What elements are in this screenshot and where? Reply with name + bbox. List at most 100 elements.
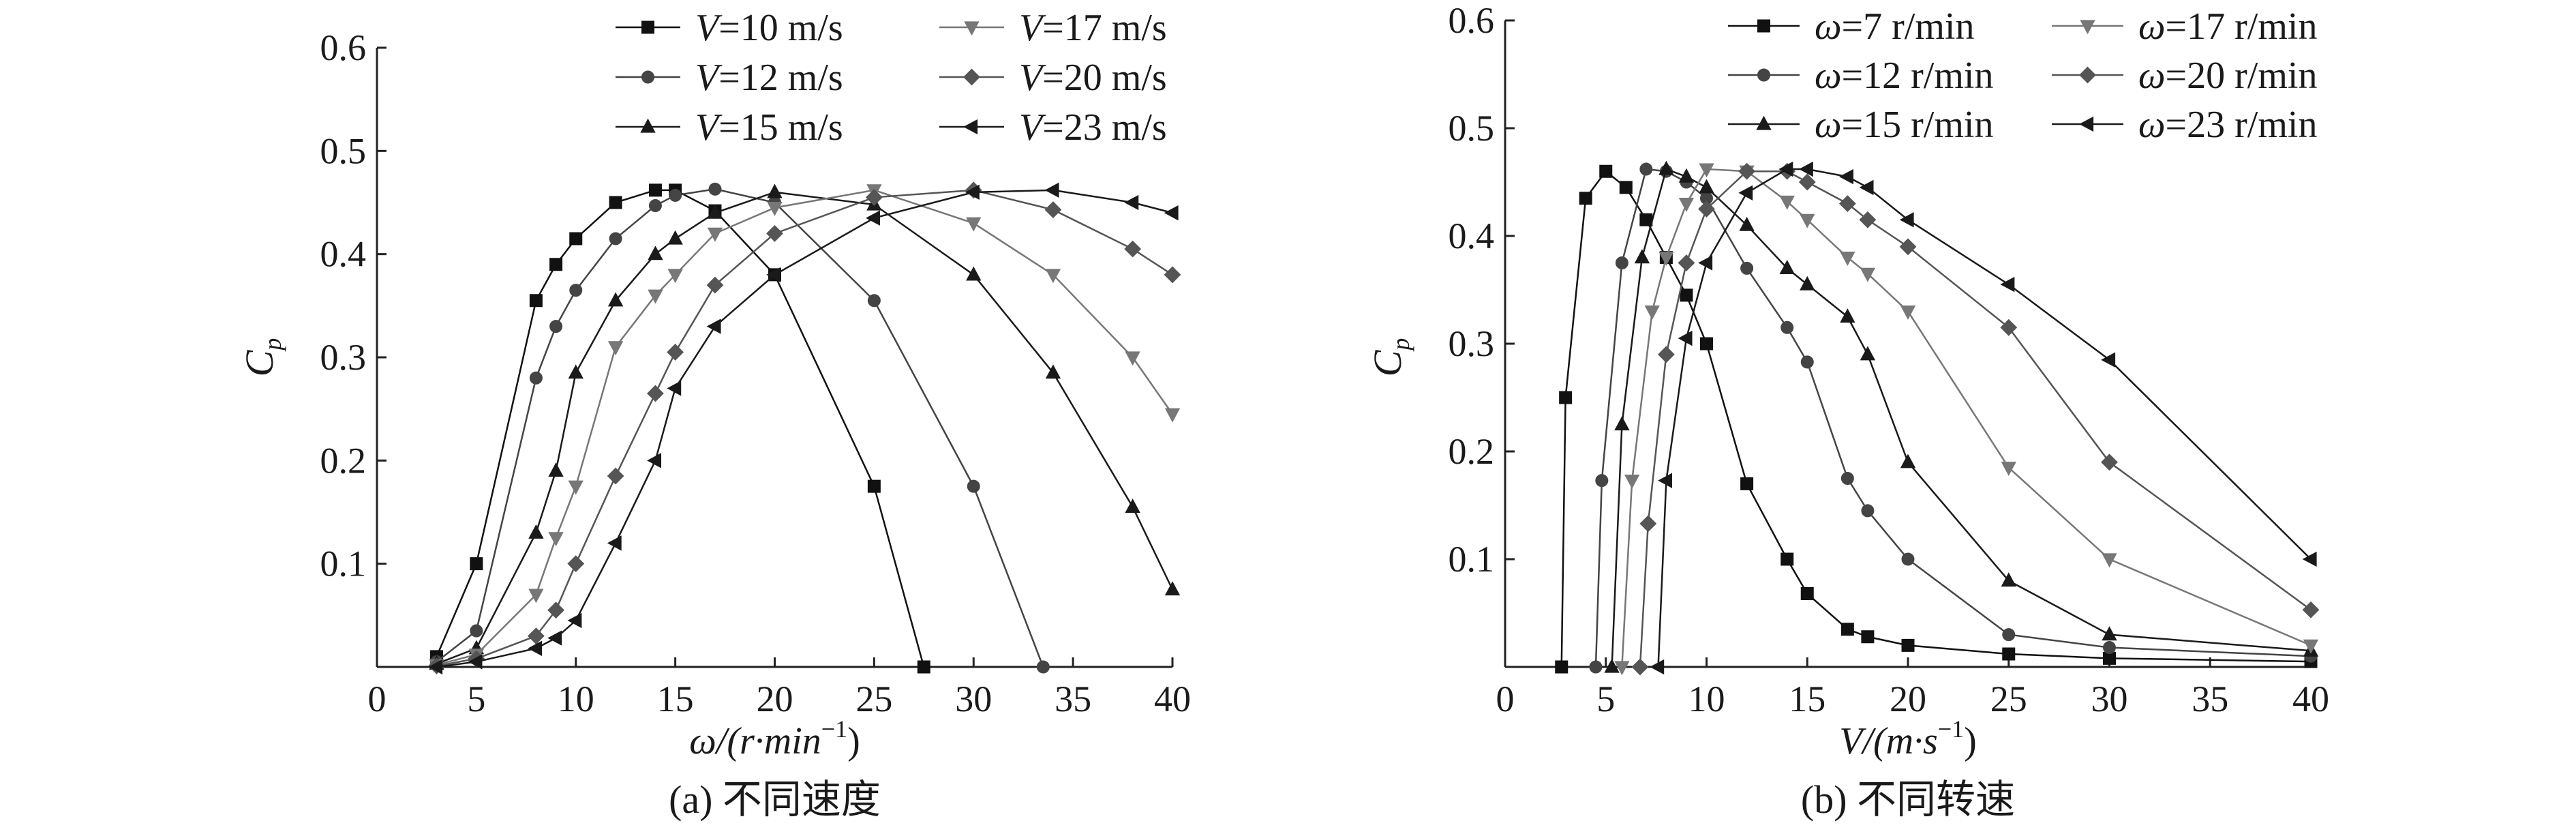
data-point [1901,638,1915,652]
series-line [436,191,1174,665]
data-point [2001,462,2016,477]
y-tick-label: 0.2 [1449,431,1495,472]
x-tick-label: 0 [1496,679,1515,719]
data-point [609,232,622,245]
legend-rest: =15 r/min [1842,104,1994,146]
data-point [1738,185,1753,200]
data-point [1045,269,1061,284]
legend-marker [1757,68,1770,82]
x-tick-label: 15 [1789,679,1825,719]
data-point [1644,306,1660,320]
data-point [648,289,663,304]
data-point [1657,346,1675,363]
data-point [1559,391,1573,404]
legend-rest: =12 m/s [718,57,843,99]
legend-var: V [1019,57,1046,99]
legend-rest: =23 r/min [2166,104,2318,146]
data-point [528,524,544,539]
data-point [1800,587,1814,601]
x-tick-label: 5 [1596,679,1615,719]
x-tick-label: 15 [657,679,694,719]
data-point [567,612,582,629]
legend-label: V=10 m/s [695,7,843,49]
data-point [1579,192,1592,205]
legend-marker [964,21,980,36]
data-point [867,479,881,493]
data-point [1595,474,1609,488]
data-point [648,245,663,260]
data-point [865,189,883,206]
data-point [1631,658,1649,676]
legend-marker [2079,116,2094,132]
data-point [1599,164,1613,178]
data-point [568,364,584,379]
series-line [436,189,1173,667]
x-axis-label-end: ) [1964,720,1977,762]
data-point [569,232,583,245]
series-5 [1631,162,2320,676]
series-line [1639,170,2312,668]
y-axis-label-sub: p [259,338,286,353]
data-point [966,217,982,232]
data-point [966,266,982,281]
data-point [607,535,622,551]
y-tick-label: 0.1 [1449,539,1495,580]
data-point [708,182,722,196]
data-point [2002,628,2016,642]
data-point [567,555,585,573]
data-point [1044,182,1059,198]
data-point [2000,318,2018,336]
legend-rest: =23 m/s [1042,106,1167,149]
y-axis-label: Cp [1365,338,1414,377]
legend-marker [641,70,654,84]
x-tick-label: 10 [1688,679,1725,719]
data-point [2102,626,2117,641]
legend-label: ω=23 r/min [2138,104,2317,146]
legend-marker [963,119,978,135]
data-point [867,294,881,308]
data-point [2101,453,2118,471]
data-point [428,659,443,675]
y-tick-label: 0.3 [1449,323,1495,364]
legend-item: ω=12 r/min [1728,55,1993,97]
y-axis-label-sub: p [1387,338,1414,353]
data-point [1639,213,1653,226]
x-axis-label-end: ) [847,720,860,762]
data-point [667,230,683,245]
data-point [766,224,783,242]
data-point [1839,168,1853,185]
series-line [436,189,925,668]
data-point [548,462,564,477]
data-point [1698,255,1713,271]
legend-rest: =17 r/min [2166,5,2318,48]
legend-label: ω=15 r/min [1815,104,1993,146]
data-point [1740,261,1754,275]
x-tick-label: 40 [2292,679,2329,719]
series-line [1594,168,2312,668]
data-point [1840,472,1854,485]
x-tick-label: 40 [1154,679,1191,719]
data-point [1899,212,1914,228]
data-point [1900,453,1916,468]
series-1 [430,183,930,674]
x-axis-label-sup: −1 [1938,715,1964,743]
data-point [648,199,662,213]
data-point [667,344,684,361]
data-point [547,630,562,646]
data-point [468,654,483,670]
data-point [1779,195,1795,210]
legend-item: ω=17 r/min [2052,5,2317,48]
data-point [1614,661,1630,676]
y-tick-label: 0.4 [320,234,367,275]
data-point [1861,504,1875,518]
y-axis-label: Cp [237,338,286,377]
data-point [568,480,584,495]
data-point [1900,306,1916,320]
y-tick-label: 0.5 [1449,108,1495,149]
legend-marker [641,20,654,34]
data-point [1045,364,1061,379]
data-point [866,210,880,226]
legend-marker [963,68,980,86]
legend-label: V=17 m/s [1019,7,1167,49]
